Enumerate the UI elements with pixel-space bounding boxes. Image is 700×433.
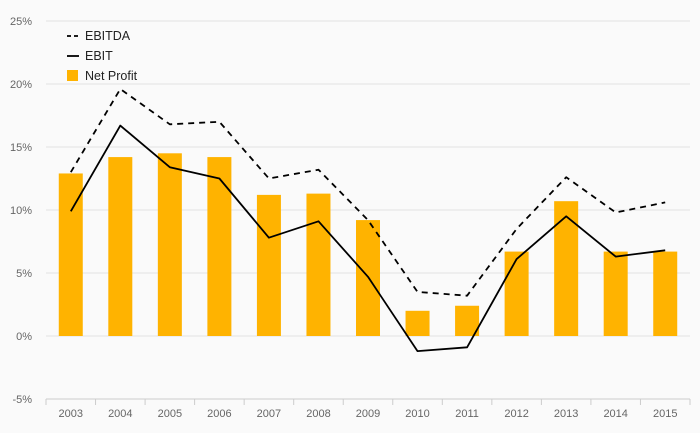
- y-axis: -5% 0% 5% 10% 15% 20% 25%: [10, 16, 32, 406]
- y-tick-label: 10%: [10, 205, 32, 217]
- bar-net-profit: [455, 305, 480, 336]
- grid-lines: [46, 20, 690, 337]
- y-tick-label: 0%: [16, 331, 32, 343]
- line-ebit: [70, 124, 666, 353]
- bar-net-profit: [207, 157, 232, 336]
- bar-net-profit: [653, 251, 678, 336]
- x-tick-label: 2011: [455, 408, 479, 420]
- x-tick-label: 2008: [306, 408, 330, 420]
- bar-net-profit: [108, 157, 133, 336]
- y-tick-label: 15%: [10, 142, 32, 154]
- y-tick-label: 5%: [16, 268, 32, 280]
- x-tick-label: 2005: [158, 408, 182, 420]
- legend-label-ebitda: EBITDA: [85, 29, 131, 43]
- bar-net-profit: [554, 201, 579, 336]
- legend-swatch-net-profit: [67, 70, 78, 81]
- x-tick-label: 2014: [603, 408, 627, 420]
- bar-net-profit: [58, 173, 83, 336]
- legend-label-net-profit: Net Profit: [85, 69, 138, 83]
- x-tick-label: 2009: [356, 408, 380, 420]
- x-axis: 2003 2004 2005 2006 2007 2008 2009 2010 2011 2012…: [45, 398, 691, 420]
- legend: EBITDA EBIT Net Profit: [67, 29, 138, 83]
- x-tick-label: 2012: [504, 408, 528, 420]
- x-tick-label: 2006: [207, 408, 231, 420]
- bar-net-profit: [603, 251, 628, 336]
- bar-net-profit: [306, 193, 331, 336]
- bar-net-profit: [157, 153, 182, 336]
- bar-net-profit: [504, 251, 529, 336]
- x-tick-label: 2007: [257, 408, 281, 420]
- x-tick-label: 2010: [405, 408, 429, 420]
- y-tick-label: 25%: [10, 16, 32, 28]
- legend-label-ebit: EBIT: [85, 49, 113, 63]
- line-ebitda: [70, 88, 666, 297]
- y-tick-label: 20%: [10, 79, 32, 91]
- bar-net-profit: [256, 194, 281, 336]
- line-series: [70, 88, 666, 353]
- x-tick-label: 2015: [653, 408, 677, 420]
- bar-series: [58, 153, 678, 336]
- x-tick-label: 2003: [59, 408, 83, 420]
- bar-net-profit: [405, 310, 430, 336]
- y-tick-label: -5%: [12, 394, 32, 406]
- x-tick-label: 2004: [108, 408, 132, 420]
- x-tick-label: 2013: [554, 408, 578, 420]
